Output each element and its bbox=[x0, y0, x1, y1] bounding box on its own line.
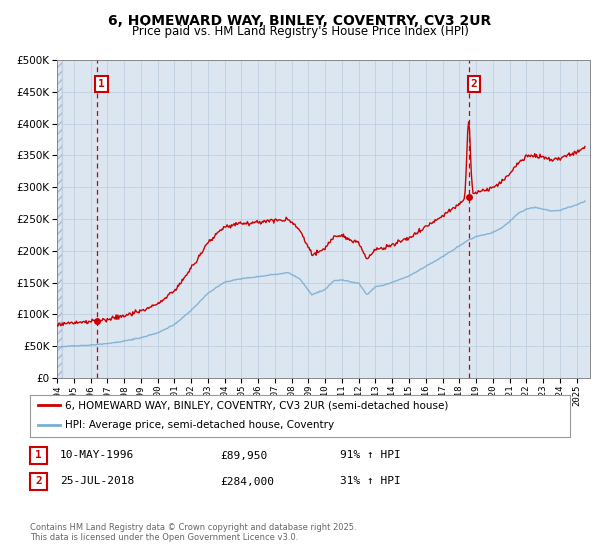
Text: 1: 1 bbox=[35, 450, 42, 460]
Text: 6, HOMEWARD WAY, BINLEY, COVENTRY, CV3 2UR (semi-detached house): 6, HOMEWARD WAY, BINLEY, COVENTRY, CV3 2… bbox=[65, 400, 448, 410]
Bar bbox=[57, 60, 62, 378]
Text: HPI: Average price, semi-detached house, Coventry: HPI: Average price, semi-detached house,… bbox=[65, 420, 334, 430]
Text: £284,000: £284,000 bbox=[220, 477, 274, 487]
Text: 2: 2 bbox=[470, 79, 477, 89]
Text: 2: 2 bbox=[35, 477, 42, 487]
Text: 31% ↑ HPI: 31% ↑ HPI bbox=[340, 477, 401, 487]
Text: 91% ↑ HPI: 91% ↑ HPI bbox=[340, 450, 401, 460]
Text: 1: 1 bbox=[98, 79, 105, 89]
Text: 6, HOMEWARD WAY, BINLEY, COVENTRY, CV3 2UR: 6, HOMEWARD WAY, BINLEY, COVENTRY, CV3 2… bbox=[109, 14, 491, 28]
Text: 10-MAY-1996: 10-MAY-1996 bbox=[60, 450, 134, 460]
Text: 25-JUL-2018: 25-JUL-2018 bbox=[60, 477, 134, 487]
Text: Price paid vs. HM Land Registry's House Price Index (HPI): Price paid vs. HM Land Registry's House … bbox=[131, 25, 469, 38]
Text: Contains HM Land Registry data © Crown copyright and database right 2025.
This d: Contains HM Land Registry data © Crown c… bbox=[30, 522, 356, 542]
Text: £89,950: £89,950 bbox=[220, 450, 267, 460]
